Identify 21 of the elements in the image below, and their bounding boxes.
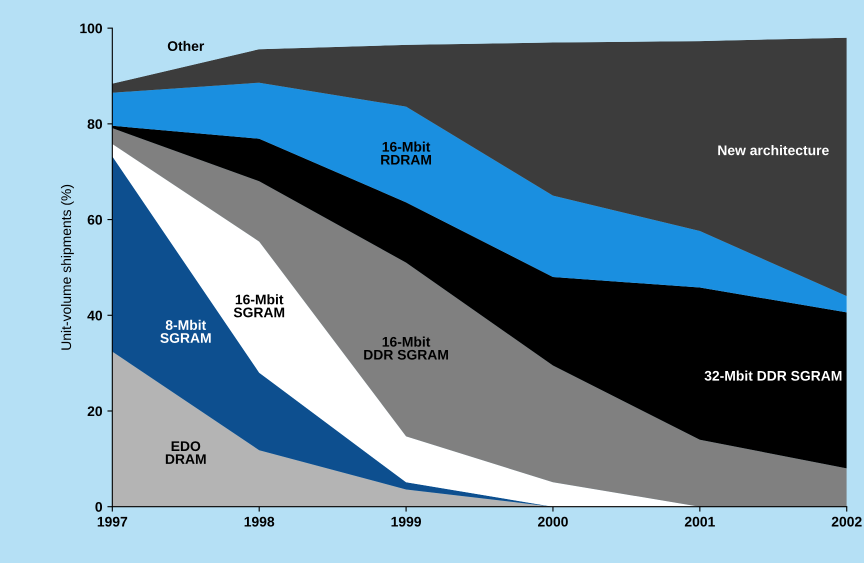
series-label: Other: [168, 40, 204, 52]
x-tick-label: 2000: [538, 516, 568, 527]
x-tick-label: 1999: [392, 516, 422, 527]
y-tick-label: 40: [87, 310, 102, 320]
y-axis-title: Unit-volume shipments (%): [60, 184, 74, 350]
x-tick-label: 2001: [684, 516, 715, 527]
series-label: 8-Mbit SGRAM: [160, 320, 211, 343]
series-label: 16-Mbit RDRAM: [381, 142, 431, 165]
x-tick-label: 1998: [244, 516, 274, 527]
y-tick-label: 80: [88, 119, 102, 130]
x-tick-label: 1997: [98, 516, 128, 527]
x-tick-label: 2002: [832, 516, 862, 527]
y-tick-label: 60: [88, 214, 102, 225]
series-label: New architecture: [718, 145, 829, 156]
y-tick-label: 20: [88, 406, 102, 416]
series-label: EDO DRAM: [166, 441, 206, 464]
y-tick-label: 0: [95, 502, 102, 512]
series-label: 16-Mbit DDR SGRAM: [364, 336, 448, 360]
series-label: 16-Mbit SGRAM: [234, 294, 284, 318]
y-tick-label: 100: [80, 23, 102, 34]
series-label: 32-Mbit DDR SGRAM: [704, 370, 842, 381]
